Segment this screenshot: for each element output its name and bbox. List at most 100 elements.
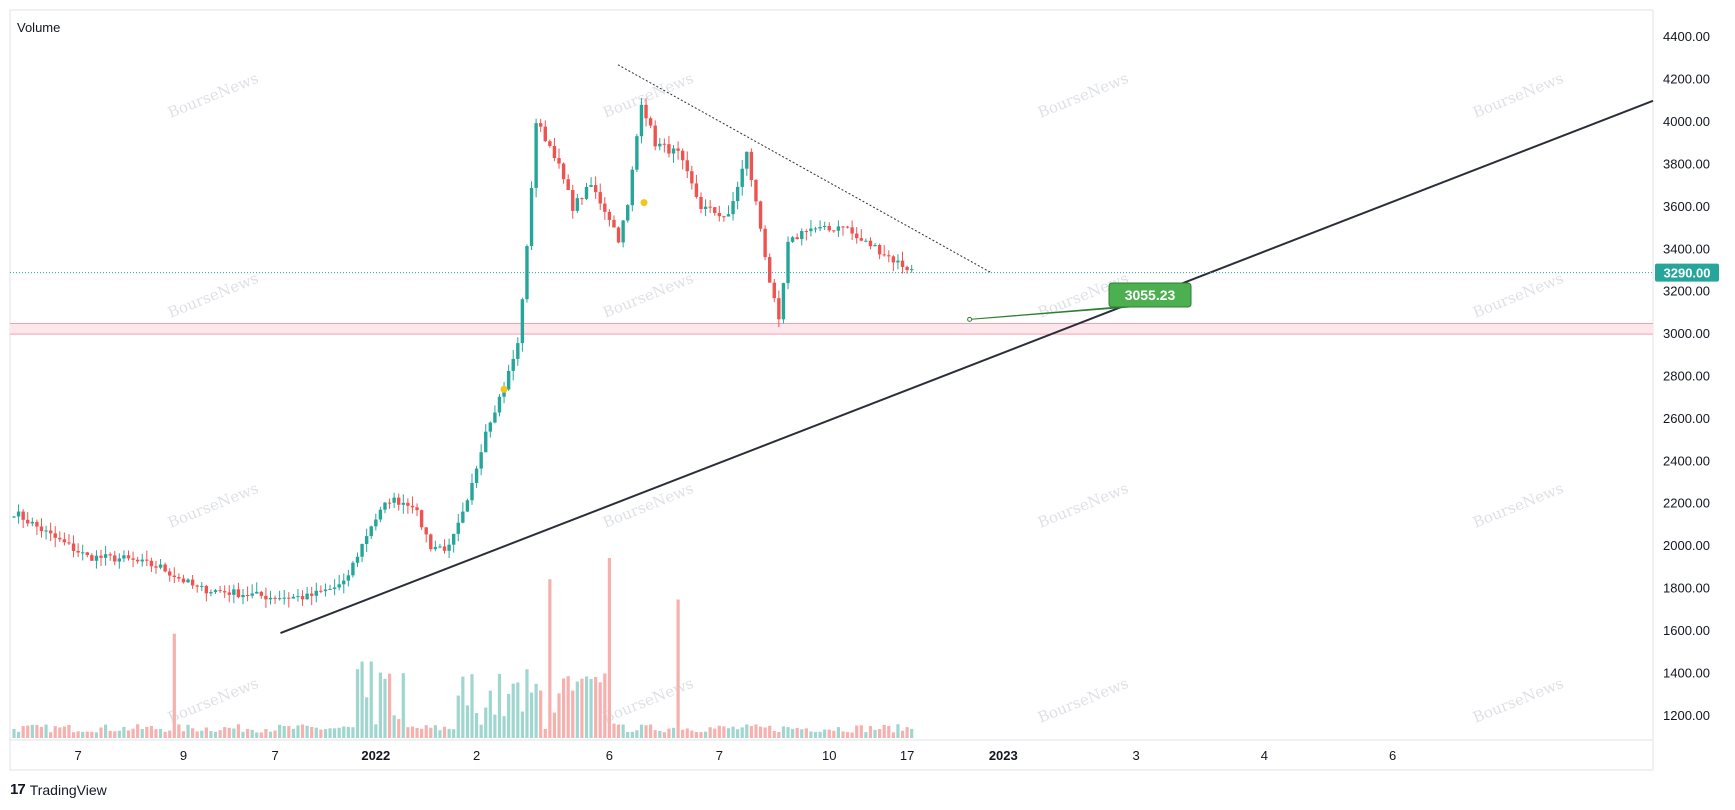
candle-body: [827, 225, 831, 231]
volume-bar: [557, 693, 561, 738]
candle-body: [438, 546, 442, 548]
volume-bar: [351, 727, 355, 738]
candle-body: [909, 269, 914, 271]
candle-body: [135, 559, 140, 562]
volume-bar: [470, 674, 474, 738]
candle-body: [529, 187, 534, 247]
candle-body: [593, 185, 598, 193]
candle-body: [589, 185, 593, 187]
ascending-trendline[interactable]: [280, 99, 1654, 635]
time-tick-label: 6: [606, 748, 613, 763]
volume-bar: [562, 678, 566, 738]
candle-body: [795, 237, 799, 240]
volume-bar: [571, 690, 575, 738]
volume-bar: [539, 690, 543, 738]
candle-body: [374, 519, 378, 527]
volume-bar: [49, 732, 53, 738]
candle-body: [616, 227, 621, 243]
candle-body: [195, 585, 199, 587]
tradingview-brand[interactable]: 17 TradingView: [10, 781, 107, 798]
volume-bar: [16, 731, 21, 738]
volume-bar: [154, 729, 158, 738]
volume-bar: [58, 727, 62, 738]
volume-bar: [841, 731, 845, 738]
volume-bar: [181, 731, 186, 738]
candle-body: [209, 592, 213, 594]
candle-body: [277, 598, 282, 600]
volume-bar: [85, 731, 89, 738]
time-axis[interactable]: 7 9 7 2022 2 6 7 10 17 2023 3 4 6: [75, 748, 1397, 763]
volume-bar: [612, 723, 616, 738]
volume-bar: [177, 724, 181, 738]
candle-body: [44, 530, 48, 532]
candle-body: [612, 219, 616, 228]
callout-box[interactable]: [1108, 282, 1192, 308]
price-tick-label: 1400.00: [1663, 665, 1710, 680]
watermark-text: BourseNews: [600, 674, 696, 727]
candle-body: [552, 145, 557, 159]
volume-bar: [662, 732, 666, 738]
time-tick-label: 17: [900, 748, 914, 763]
volume-bar: [511, 683, 515, 738]
candle-body: [539, 123, 543, 127]
price-tick-label: 2800.00: [1663, 369, 1710, 384]
volume-bar: [580, 678, 584, 738]
candle-body: [726, 214, 731, 217]
descending-resistance-line[interactable]: [617, 64, 992, 274]
volume-bar: [81, 731, 85, 738]
candles: [12, 97, 914, 608]
candle-body: [122, 555, 126, 559]
price-axis[interactable]: 4400.00 4200.00 4000.00 3800.00 3600.00 3400.…: [1655, 29, 1719, 723]
candle-body: [259, 591, 264, 596]
candle-body: [268, 597, 273, 600]
candle-body: [291, 596, 296, 599]
volume-bar: [836, 727, 840, 738]
volume-bar: [502, 716, 506, 738]
callout-text: 3055.23: [1125, 287, 1176, 303]
watermark-text: BourseNews: [600, 69, 696, 122]
volume-bar: [598, 682, 602, 738]
candle-body: [635, 136, 639, 170]
candle-body: [713, 207, 717, 214]
volume-bar: [740, 727, 744, 738]
volume-bar: [410, 726, 415, 738]
candle-body: [740, 168, 744, 187]
volume-bar: [649, 724, 653, 738]
volume-bar: [227, 727, 231, 738]
candle-body: [163, 564, 167, 572]
candle-body: [319, 590, 323, 592]
volume-bar: [676, 599, 680, 738]
price-callout[interactable]: 3055.23: [967, 282, 1192, 322]
candle-body: [685, 160, 689, 172]
volume-bar: [694, 732, 699, 738]
volume-bar: [864, 732, 868, 738]
candle-body: [571, 190, 575, 211]
candle-body: [680, 150, 685, 161]
candle-body: [506, 370, 511, 390]
volume-bar: [520, 711, 524, 738]
candle-body: [53, 533, 57, 538]
candle-body: [735, 186, 740, 202]
volume-bar: [401, 673, 405, 738]
volume-bar: [300, 724, 305, 738]
candle-body: [667, 144, 671, 154]
price-tick-label: 4200.00: [1663, 72, 1710, 87]
volume-bar: [878, 729, 882, 738]
candle-body: [16, 511, 21, 517]
volume-bar: [859, 725, 863, 738]
volume-bar: [136, 724, 140, 738]
candle-body: [378, 509, 383, 520]
candle-body: [754, 179, 758, 202]
candle-body: [433, 547, 438, 550]
candle-body: [236, 589, 241, 598]
candle-body: [456, 522, 460, 534]
callout-anchor-dot: [967, 316, 973, 322]
volume-bar: [594, 676, 598, 738]
volume-bar: [722, 726, 726, 738]
volume-bar: [397, 719, 401, 738]
volume-bar: [305, 725, 309, 738]
candle-body: [626, 205, 630, 221]
volume-bar: [900, 730, 905, 738]
volume-bar: [158, 729, 163, 738]
